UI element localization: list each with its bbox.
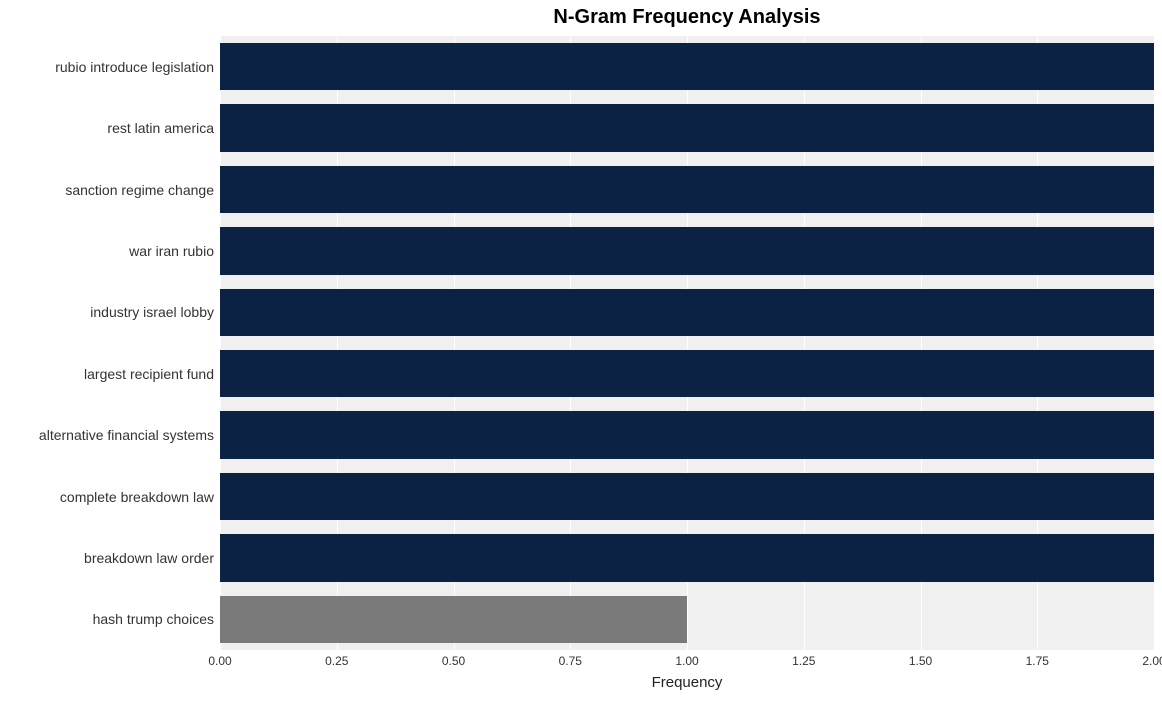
bar	[220, 104, 1154, 151]
bar	[220, 473, 1154, 520]
bar	[220, 350, 1154, 397]
x-tick-label: 0.50	[442, 654, 465, 668]
y-tick-label: rubio introduce legislation	[0, 59, 214, 75]
y-tick-label: largest recipient fund	[0, 366, 214, 382]
bar	[220, 227, 1154, 274]
chart-title: N-Gram Frequency Analysis	[220, 6, 1154, 29]
bar	[220, 289, 1154, 336]
ngram-frequency-chart: N-Gram Frequency Analysis rubio introduc…	[0, 0, 1162, 701]
y-tick-label: war iran rubio	[0, 243, 214, 259]
y-tick-label: sanction regime change	[0, 182, 214, 198]
x-tick-label: 1.75	[1026, 654, 1049, 668]
x-axis-title: Frequency	[220, 674, 1154, 691]
bar	[220, 596, 687, 643]
plot-panel	[220, 36, 1154, 650]
x-tick-label: 0.75	[559, 654, 582, 668]
y-tick-label: alternative financial systems	[0, 427, 214, 443]
y-tick-label: hash trump choices	[0, 611, 214, 627]
x-tick-label: 1.00	[675, 654, 698, 668]
x-tick-label: 2.00	[1142, 654, 1162, 668]
grid-line	[1154, 36, 1155, 650]
bar	[220, 43, 1154, 90]
y-tick-label: breakdown law order	[0, 550, 214, 566]
x-tick-label: 1.50	[909, 654, 932, 668]
y-tick-label: complete breakdown law	[0, 489, 214, 505]
y-tick-label: industry israel lobby	[0, 304, 214, 320]
x-tick-label: 1.25	[792, 654, 815, 668]
bar	[220, 534, 1154, 581]
bar	[220, 166, 1154, 213]
y-tick-label: rest latin america	[0, 120, 214, 136]
bar	[220, 411, 1154, 458]
x-tick-label: 0.25	[325, 654, 348, 668]
x-tick-label: 0.00	[208, 654, 231, 668]
